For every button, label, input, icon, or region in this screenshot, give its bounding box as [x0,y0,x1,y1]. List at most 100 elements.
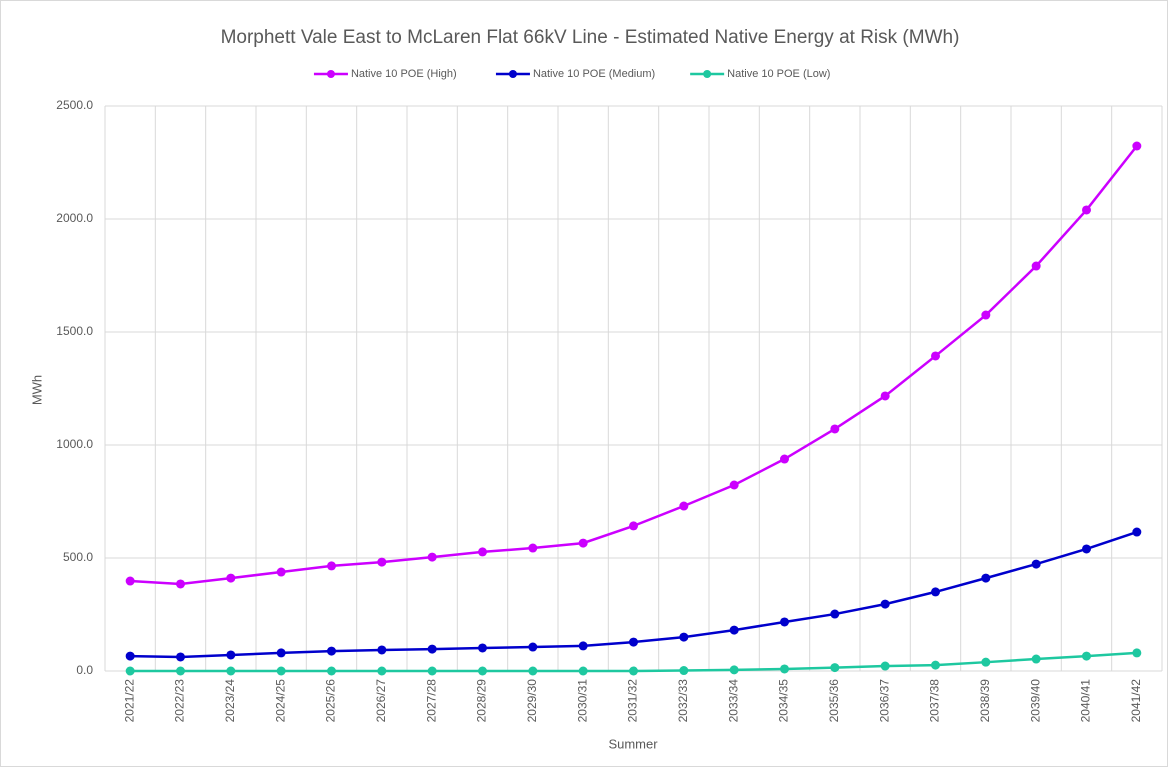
data-point [578,666,588,676]
x-tick-label: 2030/31 [575,679,589,723]
data-point [981,657,991,667]
data-point [981,310,991,320]
x-tick-label: 2025/26 [324,679,338,723]
data-point [1082,544,1091,554]
x-tick-label: 2021/22 [122,679,136,723]
data-point [377,666,387,676]
data-point [1082,651,1091,661]
data-point [125,576,135,586]
data-point [880,661,890,671]
x-tick-label: 2028/29 [475,679,489,723]
data-point [931,587,940,597]
y-axis-label: MWh [29,375,44,405]
x-tick-label: 2035/36 [827,679,841,723]
data-point [629,521,638,531]
data-point [578,538,588,548]
x-tick-label: 2039/40 [1028,679,1042,723]
x-tick-label: 2038/39 [978,679,992,723]
x-tick-label: 2026/27 [374,679,388,723]
data-point [1132,648,1142,658]
y-tick-label: 2000.0 [56,211,93,225]
data-point [125,651,135,661]
data-point [780,617,789,627]
x-tick-label: 2029/30 [525,679,539,723]
data-point [679,501,689,511]
data-point [427,666,437,676]
x-tick-label: 2037/38 [928,679,942,723]
data-point [780,454,789,464]
data-point [830,609,840,619]
y-tick-label: 500.0 [63,550,93,564]
data-point [931,660,940,670]
data-point [176,579,185,589]
data-point [276,666,286,676]
data-point [478,547,487,557]
data-point [1132,141,1142,151]
chart-title: Morphett Vale East to McLaren Flat 66kV … [221,27,960,48]
legend-label: Native 10 POE (High) [351,68,457,80]
x-tick-label: 2024/25 [273,679,287,723]
data-point [377,557,387,567]
x-tick-label: 2040/41 [1079,679,1093,723]
data-point [478,666,487,676]
data-point [125,666,135,676]
data-point [327,561,336,571]
data-point [1082,205,1091,215]
legend-marker [508,70,517,78]
data-point [427,644,437,654]
data-point [327,666,336,676]
x-tick-label: 2032/33 [676,679,690,723]
data-point [226,650,236,660]
legend-marker [326,70,335,78]
legend-marker [703,70,712,78]
data-point [679,632,689,642]
x-tick-label: 2036/37 [877,679,891,723]
legend-label: Native 10 POE (Medium) [533,68,655,80]
x-tick-label: 2041/42 [1129,679,1143,723]
data-point [176,666,185,676]
data-point [729,480,739,490]
data-point [578,641,588,651]
y-tick-label: 1500.0 [56,324,93,338]
data-point [1031,559,1041,569]
x-tick-label: 2027/28 [424,679,438,723]
data-point [276,648,286,658]
x-axis-label: Summer [608,736,658,751]
data-point [478,643,487,653]
x-tick-label: 2033/34 [726,679,740,723]
data-point [226,666,236,676]
data-point [830,424,840,434]
data-point [729,625,739,635]
data-point [629,637,638,647]
data-point [679,666,689,676]
data-point [427,552,437,562]
data-point [729,665,739,675]
x-tick-label: 2034/35 [777,679,791,723]
data-point [880,391,890,401]
data-point [276,567,286,577]
data-point [1132,527,1142,537]
data-point [176,652,185,662]
data-point [226,573,236,583]
data-point [931,351,940,361]
data-point [981,573,991,583]
y-tick-label: 1000.0 [56,437,93,451]
data-point [327,646,336,656]
x-tick-label: 2022/23 [173,679,187,723]
data-point [1031,261,1041,271]
data-point [880,599,890,609]
x-tick-label: 2023/24 [223,679,237,723]
data-point [830,663,840,673]
data-point [629,666,638,676]
data-point [780,664,789,674]
data-point [528,543,538,553]
y-tick-label: 2500.0 [56,98,93,112]
legend-label: Native 10 POE (Low) [727,68,830,80]
data-point [528,666,538,676]
y-tick-label: 0.0 [76,663,93,677]
data-point [377,645,387,655]
data-point [528,642,538,652]
x-tick-label: 2031/32 [626,679,640,723]
